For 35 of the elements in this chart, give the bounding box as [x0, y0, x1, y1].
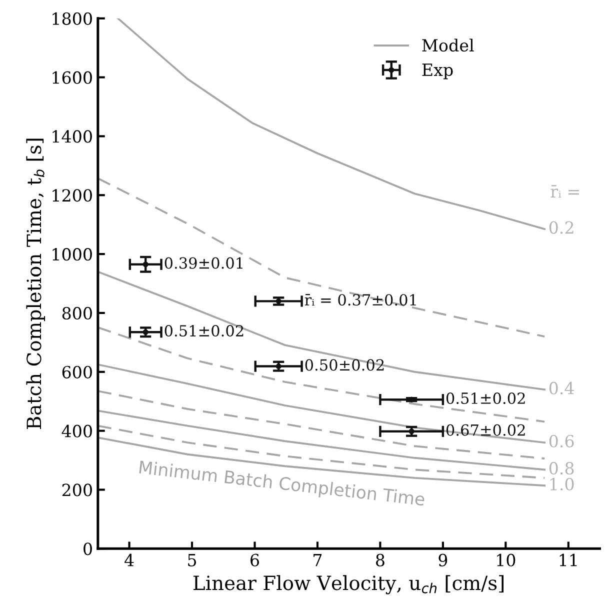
y-tick-label: 0	[84, 542, 92, 556]
legend-label: Model	[422, 38, 474, 52]
x-tick-label: 4	[124, 554, 134, 566]
annotation: 0.2	[549, 221, 574, 234]
annotation: 0.8	[549, 462, 574, 475]
annotation: 0.4	[549, 382, 574, 394]
y-axis-title: Batch Completion Time, t$_{b}$ [s]	[26, 138, 46, 429]
annotation: 0.39±0.01	[164, 257, 242, 269]
y-tick-label: 1000	[52, 248, 92, 261]
annotation: 0.6	[549, 434, 574, 448]
y-tick-label: 1400	[52, 130, 92, 143]
y-tick-label: 400	[62, 424, 92, 438]
y-tick-label: 1800	[52, 12, 92, 25]
x-tick-label: 6	[250, 554, 259, 566]
y-tick-label: 1200	[52, 189, 92, 202]
y-tick-label: 200	[62, 484, 92, 496]
x-tick-label: 7	[314, 554, 322, 566]
x-tick-label: 11	[560, 554, 577, 566]
x-tick-label: 8	[376, 554, 384, 566]
y-tick-label: 600	[62, 366, 92, 378]
annotation: Minimum Batch Completion Time	[138, 460, 426, 510]
annotation: r̄ᵢ = 0.37±0.01	[304, 294, 416, 306]
y-tick-label: 1600	[52, 71, 92, 84]
legend-label: Exp	[422, 64, 453, 80]
annotation: 0.51±0.02	[164, 324, 244, 337]
x-tick-label: 9	[438, 554, 448, 566]
annotation: 0.50±0.02	[305, 359, 384, 371]
annotation: 0.51±0.02	[446, 392, 525, 404]
x-tick-label: 5	[188, 554, 196, 566]
y-tick-label: 800	[62, 306, 92, 320]
annotation: r̄ᵢ =	[550, 185, 579, 198]
x-tick-label: 10	[497, 554, 516, 566]
annotation: 1.0	[550, 478, 574, 490]
annotation: 0.67±0.02	[446, 424, 525, 436]
x-axis-title: Linear Flow Velocity, u$_{ch}$ [cm/s]	[193, 575, 504, 594]
